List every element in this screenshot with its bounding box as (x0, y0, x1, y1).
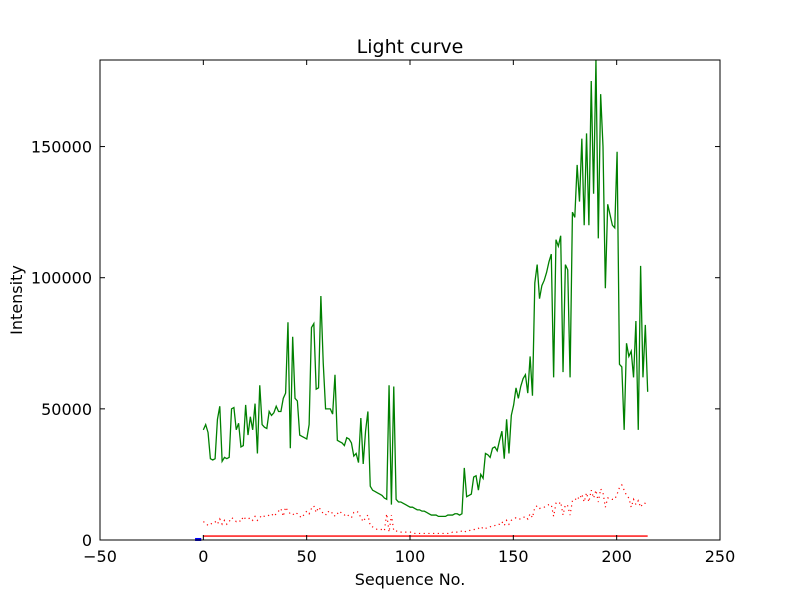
y-tick-label: 0 (82, 531, 92, 550)
plot-frame (99, 59, 721, 541)
y-tick-label: 150000 (31, 138, 92, 157)
x-tick-label: 50 (296, 547, 316, 566)
x-tick-label: 250 (705, 547, 736, 566)
x-tick-label: −50 (83, 547, 117, 566)
y-tick-label: 100000 (31, 269, 92, 288)
series-0-line (202, 59, 649, 518)
series-layer (195, 59, 649, 541)
y-tick-label: 50000 (41, 400, 92, 419)
x-tick-label: 150 (498, 547, 529, 566)
y-axis-label: Intensity (7, 265, 26, 335)
chart-title: Light curve (357, 36, 464, 58)
x-tick-label: 100 (395, 547, 426, 566)
x-axis-label: Sequence No. (355, 570, 466, 589)
x-tick-label: 200 (601, 547, 632, 566)
x-tick-label: 0 (198, 547, 208, 566)
